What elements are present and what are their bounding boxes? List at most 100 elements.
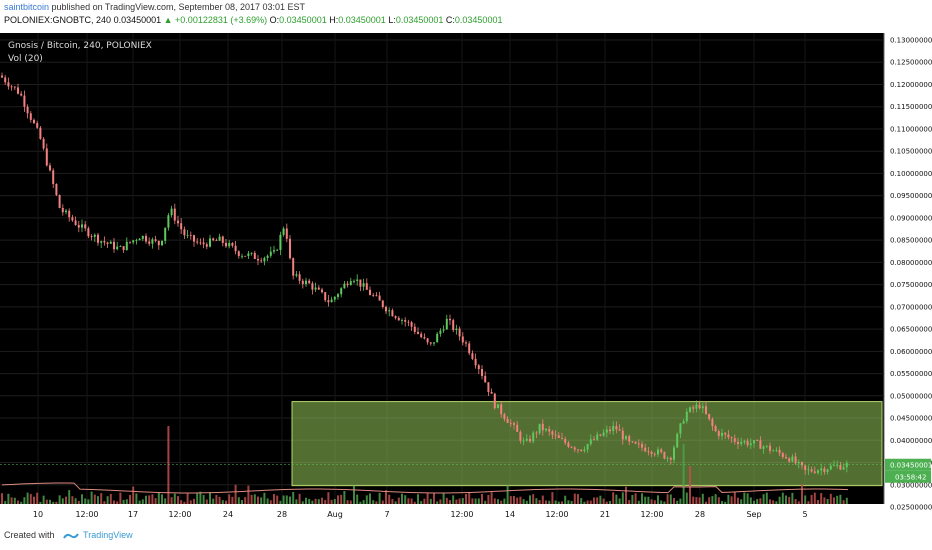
volume-bar — [541, 495, 544, 504]
time-tick-label: 10 — [33, 510, 43, 519]
time-tick-label: 12:00 — [640, 510, 663, 519]
volume-bar — [151, 494, 154, 504]
candle-body — [375, 295, 378, 297]
volume-bar — [324, 500, 327, 504]
volume-bar — [452, 495, 455, 504]
volume-bar — [525, 500, 528, 504]
candle-body — [564, 438, 567, 443]
footer: Created with TradingView — [4, 530, 133, 540]
candle-body — [199, 242, 202, 244]
candle-body — [429, 342, 432, 344]
volume-bar — [372, 500, 375, 504]
volume-bar — [388, 494, 391, 504]
candle-body — [196, 241, 199, 243]
volume-bar — [234, 484, 237, 504]
candle-body — [804, 465, 807, 470]
candle-body — [711, 419, 714, 427]
candle-body — [730, 437, 733, 439]
tradingview-brand[interactable]: TradingView — [83, 530, 133, 540]
candle-body — [180, 223, 183, 230]
candle-body — [586, 444, 589, 450]
candle-body — [55, 183, 58, 195]
volume-bar — [205, 499, 208, 504]
publisher-username[interactable]: saintbitcoin — [4, 2, 50, 12]
candle-body — [653, 453, 656, 455]
candle-body — [788, 458, 791, 462]
candle-body — [634, 441, 637, 444]
volume-bar — [794, 499, 797, 504]
candle-body — [413, 326, 416, 332]
volume-bar — [705, 501, 707, 504]
candle-body — [173, 208, 176, 221]
chart-area[interactable]: 0.13000000 0.12500000 0.12000000 0.11500000… — [0, 33, 932, 521]
candle-body — [401, 320, 403, 321]
volume-bar — [781, 492, 784, 504]
candle-body — [317, 287, 320, 290]
price-tick-label: 0.13000000 — [890, 37, 932, 45]
volume-bar — [634, 493, 637, 504]
volume-bar — [554, 500, 557, 504]
candle-body — [378, 295, 381, 301]
volume-bar — [484, 500, 487, 504]
price-tick-label: 0.07500000 — [890, 281, 932, 289]
volume-bar — [474, 498, 477, 504]
time-tick-label: 12:00 — [168, 510, 191, 519]
volume-bar — [593, 497, 595, 504]
candle-body — [397, 317, 400, 321]
candle-body — [724, 432, 727, 435]
volume-bar — [369, 493, 371, 504]
volume-bar — [109, 493, 112, 504]
grid-lines — [0, 33, 884, 504]
candle-body — [253, 252, 256, 259]
candle-body — [119, 246, 122, 247]
symbol-label: POLONIEX:GNOBTC, 240 — [4, 15, 112, 25]
volume-bar — [359, 501, 362, 504]
candle-body — [394, 316, 397, 318]
price-chart-svg[interactable]: 0.13000000 0.12500000 0.12000000 0.11500000… — [0, 33, 932, 521]
price-tags: 0.03450001 03:58:42 — [0, 458, 932, 483]
volume-bar — [839, 494, 842, 504]
volume-bar — [17, 500, 19, 504]
candle-body — [532, 432, 535, 442]
volume-bar — [577, 494, 579, 504]
volume-bar — [845, 497, 848, 504]
volume-bar — [103, 501, 106, 504]
volume-bar — [253, 494, 256, 504]
candle-body — [695, 404, 698, 409]
candle-body — [301, 280, 304, 285]
volume-bar — [209, 492, 211, 504]
candle-body — [650, 451, 653, 454]
volume-bar — [71, 496, 74, 504]
volume-bar — [221, 500, 224, 504]
candle-body — [743, 440, 746, 443]
volume-bar — [164, 498, 167, 504]
candle-body — [289, 238, 291, 259]
volume-bar — [244, 497, 247, 504]
candle-body — [164, 227, 167, 241]
candle-body — [714, 426, 717, 432]
candle-body — [228, 243, 231, 247]
volume-bar — [189, 500, 192, 504]
candle-body — [132, 240, 135, 243]
volume-bar — [52, 501, 55, 504]
volume-bar — [308, 498, 311, 504]
volume-bar — [58, 495, 61, 504]
candle-body — [580, 449, 583, 451]
volume-bar — [551, 492, 554, 504]
candle-body — [97, 234, 99, 243]
volume-bar — [465, 493, 467, 504]
price-tick-label: 0.06500000 — [890, 326, 932, 334]
candle-body — [708, 413, 711, 420]
volume-bar — [285, 495, 288, 504]
candle-body — [746, 440, 749, 446]
volume-bar — [657, 495, 659, 504]
volume-bar — [842, 500, 845, 504]
price-change: ▲ +0.00122831 (+3.69%) — [163, 15, 268, 25]
volume-bar — [298, 493, 301, 504]
candle-body — [423, 337, 426, 339]
time-tick-label: 14 — [505, 510, 515, 519]
highlight-zone-rect — [291, 401, 883, 487]
volume-bar — [228, 494, 231, 504]
current-price-tag — [885, 458, 931, 471]
volume-bar — [583, 501, 586, 504]
